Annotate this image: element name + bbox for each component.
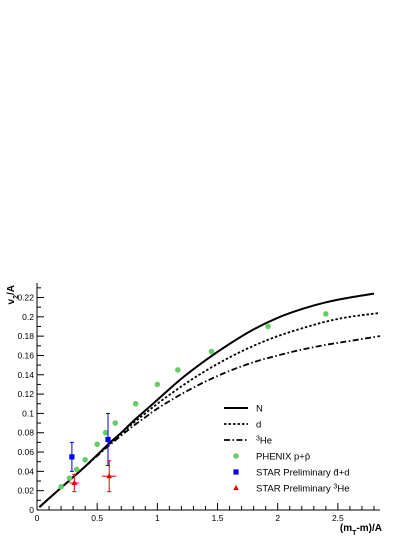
y-tick-label: 0.06 bbox=[17, 447, 34, 457]
data-point-circle bbox=[82, 456, 88, 463]
y-tick-label: 0.02 bbox=[17, 486, 34, 496]
data-point-circle bbox=[208, 348, 215, 355]
y-tick-label: 0.16 bbox=[17, 350, 34, 360]
y-tick-label: 0.18 bbox=[17, 331, 34, 341]
x-tick-label: 1 bbox=[155, 513, 160, 523]
data-point-square bbox=[69, 454, 75, 460]
data-point-circle bbox=[175, 367, 181, 373]
data-point-circle bbox=[73, 466, 80, 473]
y-tick-label: 0.12 bbox=[17, 389, 34, 399]
y-tick-label: 0.08 bbox=[17, 428, 34, 438]
data-point-circle bbox=[66, 475, 73, 481]
x-tick-label: 2 bbox=[275, 513, 280, 523]
legend-label: STAR Preliminary d̄+d bbox=[256, 468, 350, 479]
legend-label: d bbox=[256, 420, 261, 431]
legend-marker-circle bbox=[233, 453, 239, 459]
data-point-circle bbox=[58, 484, 64, 490]
x-tick-label: 0 bbox=[35, 513, 40, 523]
legend-label: N bbox=[256, 404, 263, 415]
data-point-circle bbox=[132, 400, 139, 407]
data-point-triangle bbox=[71, 479, 78, 486]
y-tick-label: 0.2 bbox=[22, 312, 34, 322]
data-point-circle bbox=[323, 311, 329, 317]
legend-marker-square bbox=[233, 469, 239, 475]
points-layer bbox=[58, 311, 329, 493]
data-point-circle bbox=[94, 441, 100, 448]
data-point-triangle bbox=[106, 473, 113, 479]
x-tick-label: 1.5 bbox=[212, 513, 224, 523]
y-axis-title: v2/A bbox=[6, 285, 20, 304]
legend-label: PHENIX p+p̄ bbox=[256, 452, 310, 463]
axes-layer: 0 0.5 1 1.5 2 2.5 0 0.02 0.04 0.06 0.08 0.1 0.12 0.14… bbox=[6, 283, 382, 537]
y-tick-label: 0.14 bbox=[17, 370, 34, 380]
data-point-circle bbox=[154, 381, 161, 388]
data-point-circle bbox=[102, 429, 109, 436]
y-tick-label: 0.04 bbox=[17, 466, 34, 476]
y-tick-label: 0 bbox=[29, 505, 34, 515]
legend: Nd 3He PHENIX p+p̄ STAR Preliminary d̄+d STA… bbox=[224, 404, 350, 495]
legend-label: STAR Preliminary 3He bbox=[256, 483, 349, 495]
legend-label: 3He bbox=[256, 435, 272, 447]
data-point-circle bbox=[112, 420, 119, 426]
x-tick-label: 2.5 bbox=[332, 513, 344, 523]
y-tick-label: 0.22 bbox=[17, 292, 34, 302]
data-point-circle bbox=[265, 323, 271, 330]
x-axis-title: (mT-m)/A bbox=[340, 523, 382, 537]
legend-marker-triangle bbox=[233, 484, 239, 491]
data-point-square bbox=[105, 436, 111, 443]
y-tick-label: 0.1 bbox=[22, 408, 34, 418]
x-tick-label: 0.5 bbox=[91, 513, 103, 523]
